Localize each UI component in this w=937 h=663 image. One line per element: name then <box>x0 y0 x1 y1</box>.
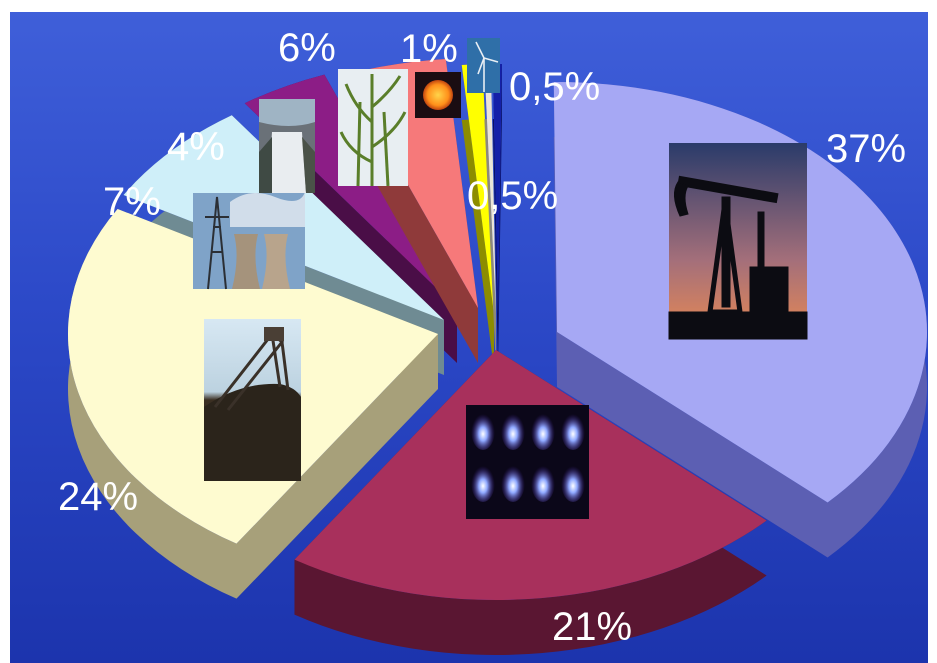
gas-flame-icon <box>466 405 589 519</box>
coal-mine-icon <box>204 319 301 481</box>
pie-label-4: 7% <box>103 180 161 224</box>
pie-slice-9 <box>492 64 502 370</box>
sun-icon <box>415 72 461 118</box>
pie-label-7: 1% <box>400 27 458 71</box>
pie-chart: 37% 21% 24% 7%4% 6% 1% 0,5% 0,5% <box>58 26 928 656</box>
pie-slice-7 <box>461 64 494 370</box>
pie-label-3: 24% <box>58 475 138 519</box>
pie-label-6: 6% <box>278 26 336 70</box>
hydro-dam-icon <box>259 99 315 193</box>
biomass-plant-icon <box>338 69 408 187</box>
pie-label-9: 0,5% <box>509 65 600 109</box>
pie-labels: 37% 21% 24% 7%4% 6% 1% 0,5% 0,5% <box>58 26 906 649</box>
pie-slice-8 <box>484 64 496 370</box>
pie-label-1: 37% <box>826 127 906 171</box>
pie-label-5: 4% <box>167 125 225 169</box>
pie-label-2: 21% <box>552 605 632 649</box>
chart-frame: 37% 21% 24% 7% 4% 6% 1% 0,5% 0,5% <box>10 12 928 663</box>
wind-turbine-icon <box>467 38 500 93</box>
pie-label-8: 0,5% <box>467 174 558 218</box>
oil-pump-icon <box>668 143 808 340</box>
nuclear-plant-icon <box>193 192 305 290</box>
